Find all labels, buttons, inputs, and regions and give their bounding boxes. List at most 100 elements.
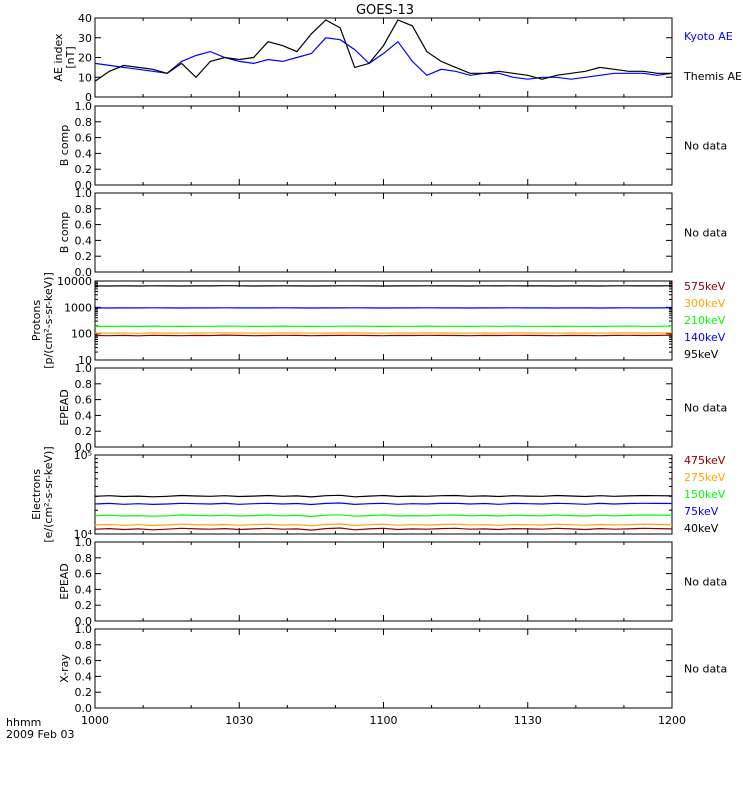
y-tick-label: 30	[78, 32, 92, 45]
legend-140kev: 140keV	[684, 331, 726, 344]
y-tick-label: 0.2	[75, 425, 93, 438]
y-tick-label: 10⁴	[74, 528, 93, 541]
panel-frame	[94, 17, 673, 98]
y-axis-label: Protons	[30, 300, 43, 341]
y-axis-unit: [p/(cm²-s-sr-keV)]	[42, 272, 55, 369]
series-line-kyoto-ae	[94, 37, 673, 80]
x-tick-label: 1100	[370, 714, 398, 727]
legend-275kev: 275keV	[684, 471, 726, 484]
x-tick-label: 1130	[514, 714, 542, 727]
y-tick-label: 40	[78, 12, 92, 25]
y-tick-label: 1000	[64, 301, 92, 314]
y-axis-unit: [nT]	[64, 46, 77, 68]
panel-frame	[94, 367, 673, 448]
y-tick-label: 0.4	[75, 583, 93, 596]
panel-3: 0.0 0.2 0.4 0.6 0.8 1.0 B comp No data	[58, 187, 727, 279]
legend-themis-ae: Themis AE	[683, 70, 742, 83]
x-tick-label: 1200	[658, 714, 686, 727]
y-tick-label: 0.0	[75, 441, 93, 454]
y-tick-label: 10⁵	[74, 449, 92, 462]
no-data-note: No data	[684, 576, 727, 589]
y-tick-label: 0.2	[75, 686, 93, 699]
y-tick-label: 0.8	[75, 203, 93, 216]
x-tick-label: 1030	[225, 714, 253, 727]
y-tick-label: 1.0	[75, 623, 93, 636]
y-axis-label: B comp	[58, 212, 71, 254]
series-line-300kev	[94, 332, 673, 334]
series-line-575kev	[94, 334, 673, 337]
panel-frame	[94, 454, 673, 535]
series-line-40kev	[94, 494, 673, 498]
y-tick-label: 0.8	[75, 639, 93, 652]
y-tick-label: 0.0	[75, 615, 93, 628]
y-tick-label: 1.0	[75, 187, 93, 200]
y-tick-label: 0.8	[75, 552, 93, 565]
no-data-note: No data	[684, 227, 727, 240]
y-tick-label: 20	[78, 52, 92, 65]
plot-title: GOES-13	[356, 3, 414, 18]
legend-95kev: 95keV	[684, 348, 719, 361]
panel-1: 0 10 20 30 40 AE index [nT] Kyoto AE Themis AE	[52, 12, 742, 104]
legend-575kev: 575keV	[684, 280, 726, 293]
panel-7: 0.0 0.2 0.4 0.6 0.8 1.0 EPEAD No data	[58, 536, 727, 628]
no-data-note: No data	[684, 140, 727, 153]
y-tick-label: 10	[78, 354, 92, 367]
panel-frame	[94, 192, 673, 273]
y-tick-label: 0.6	[75, 132, 93, 145]
y-axis-label: Electrons	[30, 469, 43, 520]
legend-kyoto-ae: Kyoto AE	[684, 30, 733, 43]
legend-75kev: 75keV	[684, 505, 719, 518]
x-axis-corner-hhmm: hhmm	[6, 716, 41, 729]
no-data-note: No data	[684, 402, 727, 415]
panel-8: 0.0 0.2 0.4 0.6 0.8 1.0 X-ray No data	[58, 623, 727, 715]
panel-frame	[94, 280, 673, 361]
y-tick-label: 0.4	[75, 409, 93, 422]
y-tick-label: 0.4	[75, 147, 93, 160]
y-tick-label: 0.4	[75, 234, 93, 247]
y-tick-label: 1.0	[75, 362, 93, 375]
panel-2: 0.0 0.2 0.4 0.6 0.8 1.0 B comp No data	[58, 100, 727, 192]
y-tick-label: 0.6	[75, 568, 93, 581]
y-tick-label: 10	[78, 71, 92, 84]
panel-frame	[94, 541, 673, 622]
legend-475kev: 475keV	[684, 454, 726, 467]
x-axis-corner-date: 2009 Feb 03	[6, 728, 74, 741]
y-tick-label: 0.2	[75, 250, 93, 263]
y-tick-label: 0.2	[75, 163, 93, 176]
y-tick-label: 0.2	[75, 599, 93, 612]
series-line-475kev	[94, 527, 673, 531]
series-line-150kev	[94, 514, 673, 518]
y-tick-label: 0	[85, 91, 92, 104]
y-tick-label: 0.0	[75, 702, 93, 715]
y-tick-label: 0.6	[75, 655, 93, 668]
y-axis-label: EPEAD	[58, 389, 71, 426]
y-tick-label: 0.6	[75, 394, 93, 407]
legend-40kev: 40keV	[684, 522, 719, 535]
y-tick-label: 0.8	[75, 116, 93, 129]
y-axis-unit: [e/(cm²-s-sr-keV)]	[42, 446, 55, 542]
legend-300kev: 300keV	[684, 297, 726, 310]
y-tick-label: 0.0	[75, 266, 93, 279]
y-axis-label: B comp	[58, 125, 71, 167]
y-tick-label: 0.8	[75, 378, 93, 391]
panel-frame	[94, 628, 673, 709]
y-tick-label: 10000	[57, 275, 92, 288]
panel-6: 10⁴ 10⁵ Electrons [e/(cm²-s-sr-keV)] 475keV 2…	[30, 446, 726, 542]
y-tick-label: 1.0	[75, 536, 93, 549]
y-tick-label: 1.0	[75, 100, 93, 113]
x-tick-label: 1000	[81, 714, 109, 727]
y-tick-label: 100	[71, 328, 92, 341]
series-line-75kev	[94, 502, 673, 506]
panel-5: 0.0 0.2 0.4 0.6 0.8 1.0 EPEAD No data	[58, 362, 727, 454]
series-line-275kev	[94, 523, 673, 527]
series-line-themis-ae	[94, 19, 672, 82]
panel-frame	[94, 105, 673, 186]
y-tick-label: 0.4	[75, 670, 93, 683]
y-axis-label: X-ray	[58, 654, 71, 683]
y-axis-label: EPEAD	[58, 563, 71, 600]
y-tick-label: 0.0	[75, 179, 93, 192]
no-data-note: No data	[684, 663, 727, 676]
y-tick-label: 0.6	[75, 219, 93, 232]
y-axis-label: AE index	[52, 33, 65, 82]
